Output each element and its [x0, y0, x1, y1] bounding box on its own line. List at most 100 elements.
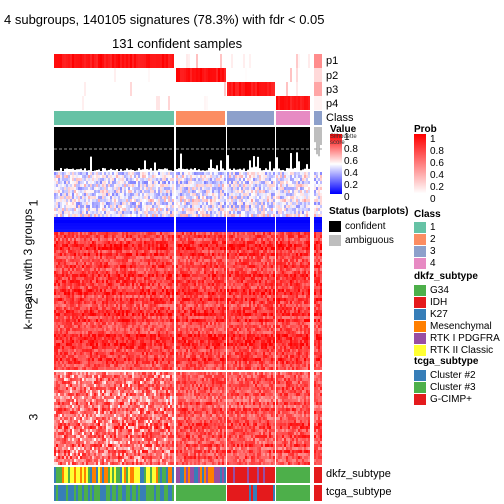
heatmap-cell [308, 199, 310, 202]
prob-cell [162, 82, 164, 96]
heatmap-cell [296, 229, 298, 232]
heatmap-cell [108, 178, 110, 181]
heatmap-cell [259, 214, 261, 217]
heatmap-cell [182, 235, 184, 238]
heatmap-cell [108, 208, 110, 211]
prob-cell [188, 96, 190, 110]
heatmap-cell [263, 247, 265, 250]
prob-cell [284, 96, 286, 110]
heatmap-cell [106, 196, 108, 199]
heatmap-cell [261, 253, 263, 256]
heatmap-cell [136, 223, 138, 226]
prob-cell [110, 68, 112, 82]
heatmap-cell [108, 199, 110, 202]
heatmap-cell [72, 190, 74, 193]
prob-cell [239, 68, 241, 82]
heatmap-cell [180, 199, 182, 202]
heatmap-cell [118, 238, 120, 241]
heatmap-cell [280, 172, 282, 175]
heatmap-cell [263, 241, 265, 244]
heatmap-cell [267, 250, 269, 253]
heatmap-cell [142, 253, 144, 256]
heatmap-cell [152, 187, 154, 190]
heatmap-cell [92, 271, 94, 274]
heatmap-cell [94, 181, 96, 184]
heatmap-cell [294, 184, 296, 187]
heatmap-cell [288, 256, 290, 259]
heatmap-cell [106, 220, 108, 223]
heatmap-cell [265, 232, 267, 235]
heatmap-cell [318, 223, 320, 226]
heatmap-cell [180, 223, 182, 226]
heatmap-cell [216, 211, 218, 214]
heatmap-cell [86, 268, 88, 271]
prob-cell [126, 96, 128, 110]
heatmap-cell [192, 229, 194, 232]
heatmap-cell [198, 184, 200, 187]
heatmap-cell [130, 235, 132, 238]
heatmap-cell [231, 190, 233, 193]
heatmap-cell [134, 244, 136, 247]
heatmap-cell [102, 244, 104, 247]
heatmap-cell [168, 226, 170, 229]
heatmap-cell [320, 178, 322, 181]
heatmap-cell [204, 181, 206, 184]
heatmap-cell [112, 253, 114, 256]
prob-cell [150, 82, 152, 96]
heatmap-cell [68, 214, 70, 217]
heatmap-cell [178, 268, 180, 271]
prob-cell [259, 54, 261, 68]
heatmap-cell [251, 223, 253, 226]
heatmap-cell [282, 208, 284, 211]
heatmap-cell [237, 253, 239, 256]
heatmap-cell [108, 268, 110, 271]
heatmap-cell [249, 184, 251, 187]
prob-cell [198, 96, 200, 110]
heatmap-cell [294, 235, 296, 238]
heatmap-cell [184, 190, 186, 193]
heatmap-cell [267, 226, 269, 229]
heatmap-cell [200, 178, 202, 181]
heatmap-cell [84, 256, 86, 259]
heatmap-cell [188, 241, 190, 244]
heatmap-cell [210, 223, 212, 226]
heatmap-cell [90, 244, 92, 247]
heatmap-cell [90, 268, 92, 271]
heatmap-cell [164, 259, 166, 262]
probability-tracks [54, 54, 322, 110]
heatmap-cell [78, 253, 80, 256]
heatmap-cell [134, 205, 136, 208]
heatmap-cell [247, 235, 249, 238]
heatmap-cell [118, 193, 120, 196]
prob-cell [82, 68, 84, 82]
heatmap-cell [156, 253, 158, 256]
heatmap-cell [148, 181, 150, 184]
heatmap-cell [144, 172, 146, 175]
heatmap-cell [278, 187, 280, 190]
heatmap-cell [172, 175, 174, 178]
heatmap-cell [54, 232, 56, 235]
heatmap-cell [200, 190, 202, 193]
heatmap-cell [245, 184, 247, 187]
heatmap-cell [314, 262, 316, 265]
heatmap-cell [172, 214, 174, 217]
heatmap-cell [239, 172, 241, 175]
heatmap-cell [180, 196, 182, 199]
heatmap-cell [290, 259, 292, 262]
heatmap-cell [160, 211, 162, 214]
heatmap-cell [231, 244, 233, 247]
heatmap-cell [235, 235, 237, 238]
heatmap-cell [249, 214, 251, 217]
heatmap-cell [162, 235, 164, 238]
heatmap-cell [280, 253, 282, 256]
heatmap-cell [204, 244, 206, 247]
heatmap-cell [206, 205, 208, 208]
prob-cell [292, 54, 294, 68]
heatmap-cell [140, 226, 142, 229]
heatmap-cell [290, 211, 292, 214]
heatmap-cell [302, 235, 304, 238]
heatmap-cell [170, 223, 172, 226]
heatmap-cell [210, 262, 212, 265]
prob-cell [168, 82, 170, 96]
heatmap-cell [116, 217, 118, 220]
